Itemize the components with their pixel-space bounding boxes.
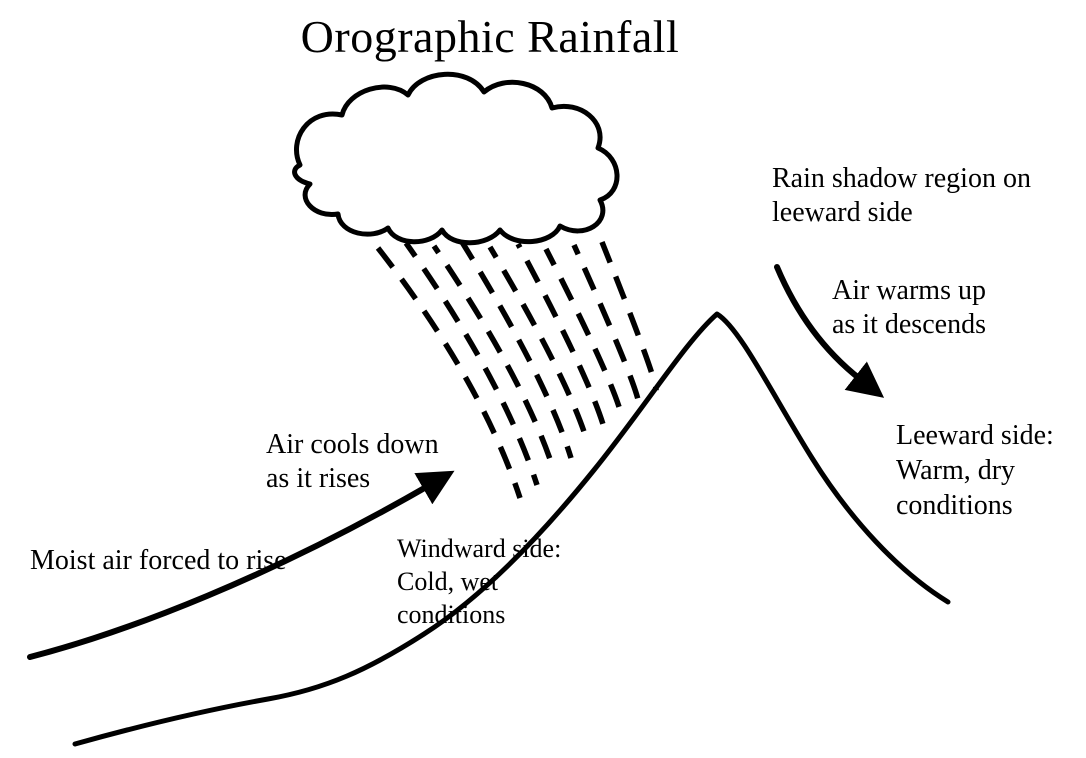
mountain-outline [72,311,951,747]
label-leeward: Leeward side: Warm, dry conditions [896,420,1054,521]
rain-streak [403,241,540,486]
descending-air-arrow [774,264,885,398]
rain-streak [487,245,591,445]
label-rain-shadow: Rain shadow region on leeward side [772,163,1031,228]
rain-streak [571,243,642,405]
rain-streak [599,240,659,391]
cloud-shape [292,71,620,246]
label-air-cools: Air cools down as it rises [266,429,439,494]
rain-streak [375,246,523,499]
diagram-title: Orographic Rainfall [300,11,680,62]
rain-dashes [375,240,659,499]
label-air-warms: Air warms up as it descends [832,275,986,340]
rain-streak [431,244,557,472]
label-moist-air: Moist air forced to rise [30,545,287,576]
rain-streak [515,242,608,432]
rising-air-arrow [27,470,455,660]
rain-streak [459,240,574,459]
label-windward: Windward side: Cold, wet conditions [397,534,562,630]
rain-streak [543,247,625,418]
